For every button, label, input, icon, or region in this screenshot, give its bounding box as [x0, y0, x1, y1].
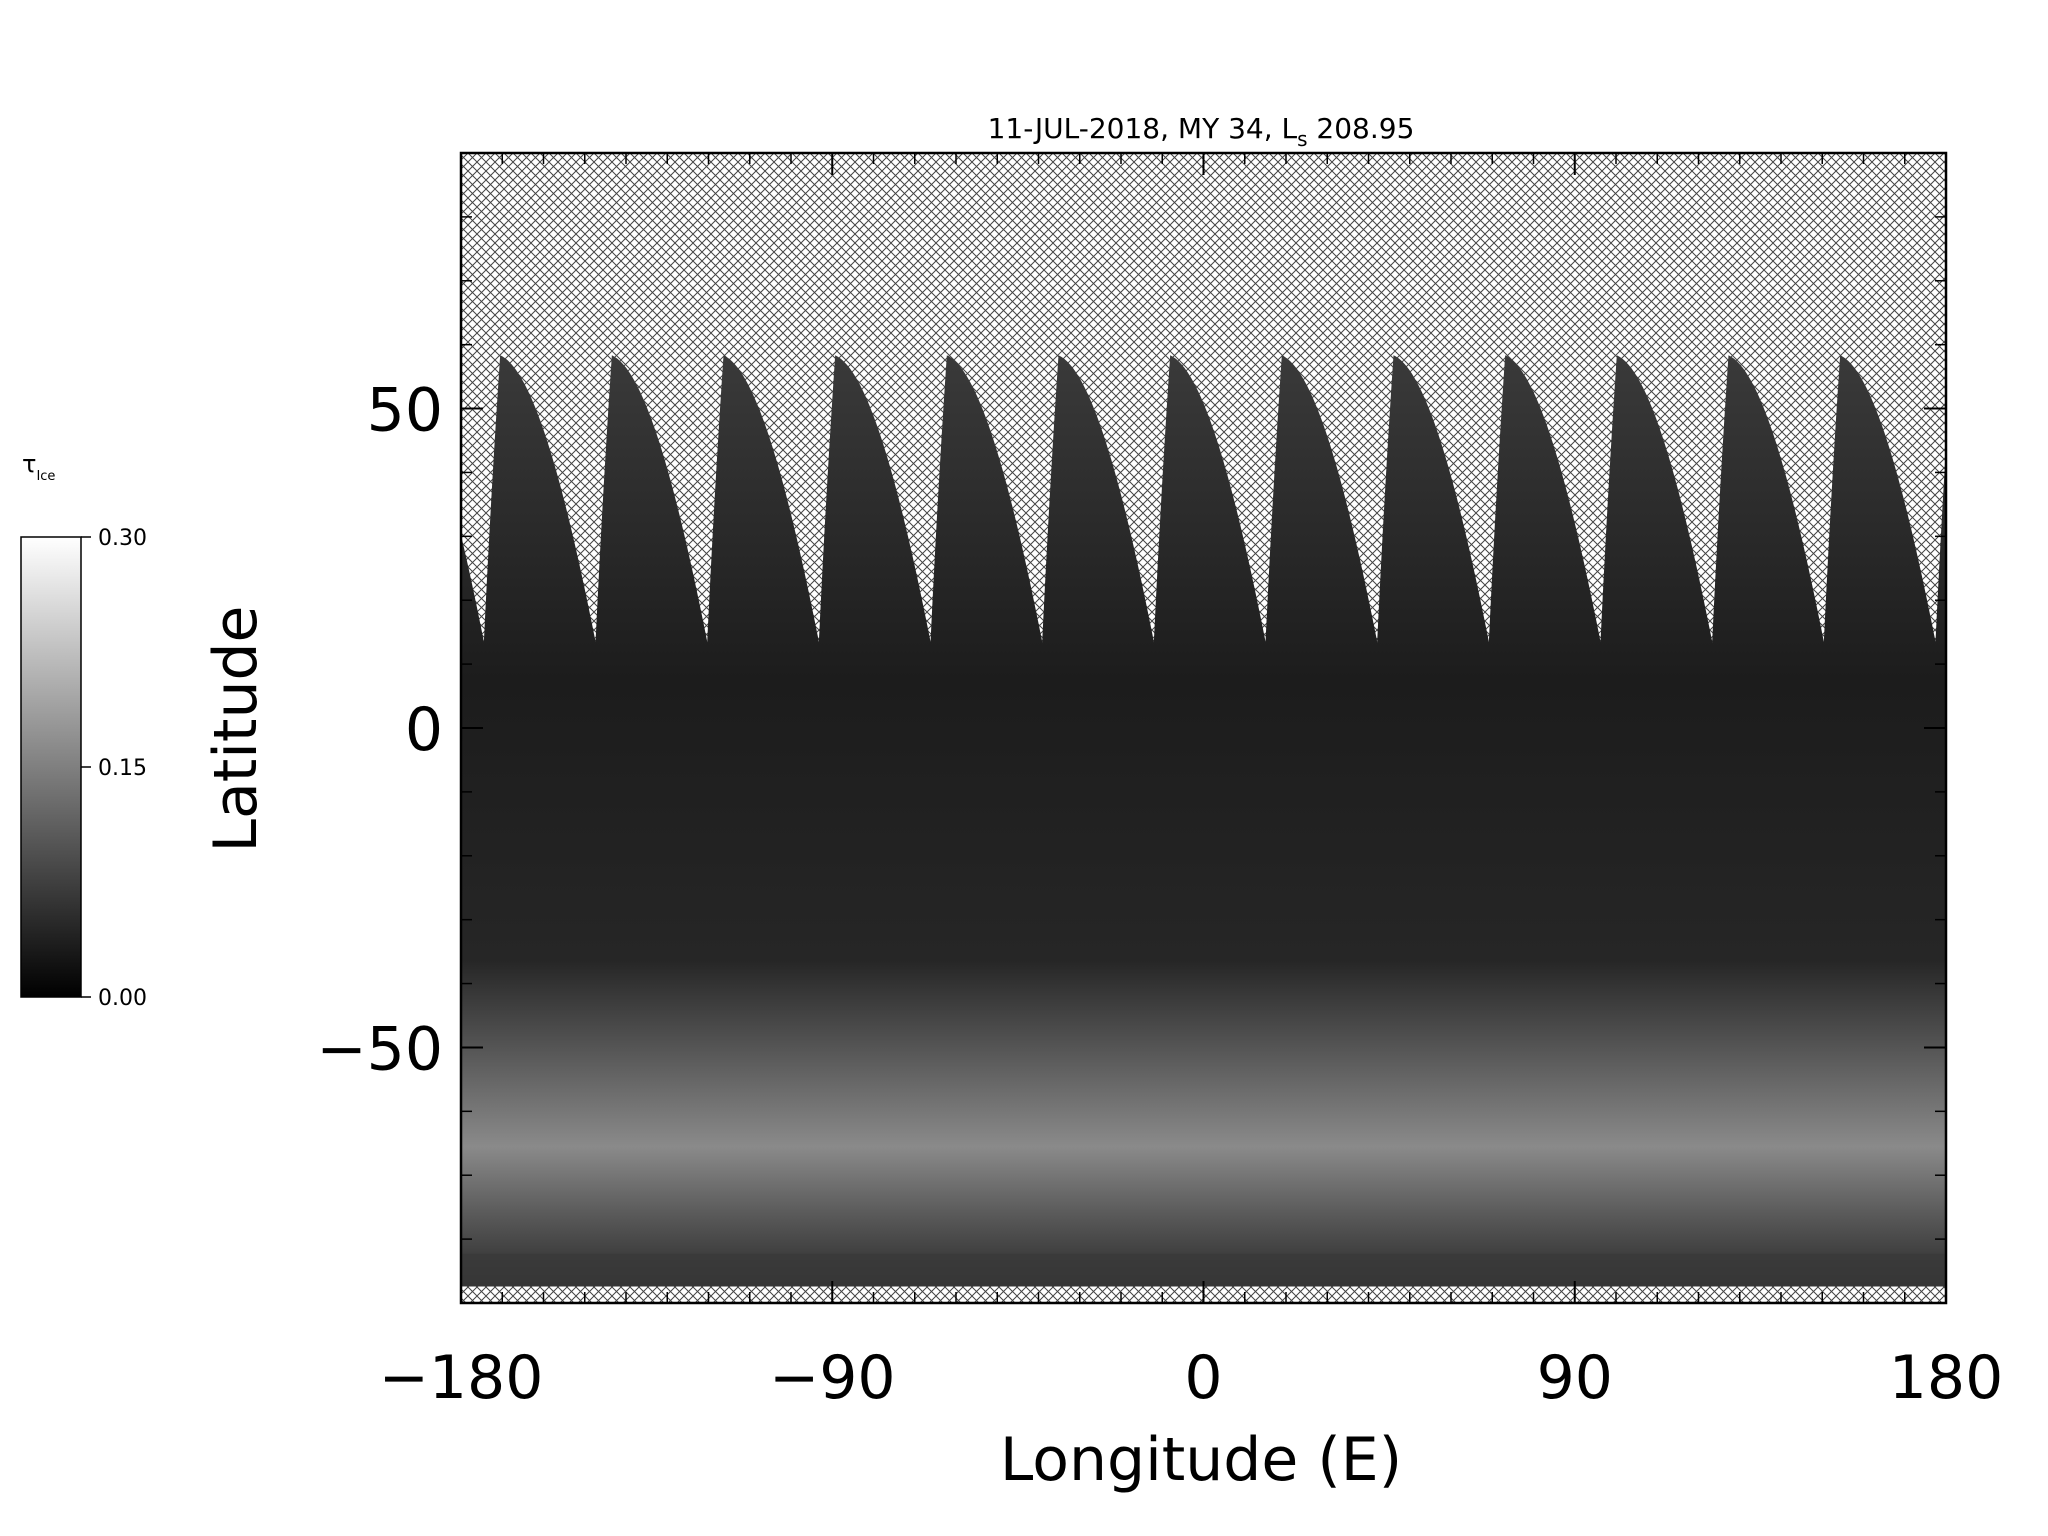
- x-tick-label: −180: [379, 1343, 544, 1413]
- swath: [1807, 355, 1946, 1287]
- y-axis-label: Latitude: [201, 606, 271, 853]
- x-tick-label: 0: [1184, 1343, 1222, 1413]
- x-tick-label: 90: [1537, 1343, 1613, 1413]
- y-tick-label: 50: [367, 376, 443, 446]
- colorbar-symbol: τ: [22, 450, 36, 478]
- x-axis-label: Longitude (E): [1000, 1425, 1402, 1495]
- colorbar-label: τIce: [22, 450, 55, 484]
- swath: [1919, 446, 1946, 1287]
- y-tick-label: 0: [405, 695, 443, 765]
- colorbar-tick-label: 0.30: [98, 526, 147, 551]
- colorbar-subscript: Ice: [36, 469, 55, 484]
- x-tick-label: 180: [1889, 1343, 2004, 1413]
- colorbar-tick-label: 0.15: [98, 756, 147, 781]
- surface-band: [461, 1253, 1946, 1287]
- title-value: 208.95: [1308, 112, 1415, 145]
- y-tick-label: −50: [316, 1014, 443, 1084]
- title-text: 11-JUL-2018, MY 34, L: [988, 112, 1298, 145]
- swaths: [461, 355, 1946, 1287]
- x-tick-label: −90: [769, 1343, 896, 1413]
- colorbar: [20, 536, 82, 998]
- chart-title: 11-JUL-2018, MY 34, Ls 208.95: [988, 112, 1415, 151]
- title-subscript: s: [1297, 127, 1307, 151]
- colorbar-tick-label: 0.00: [98, 986, 147, 1011]
